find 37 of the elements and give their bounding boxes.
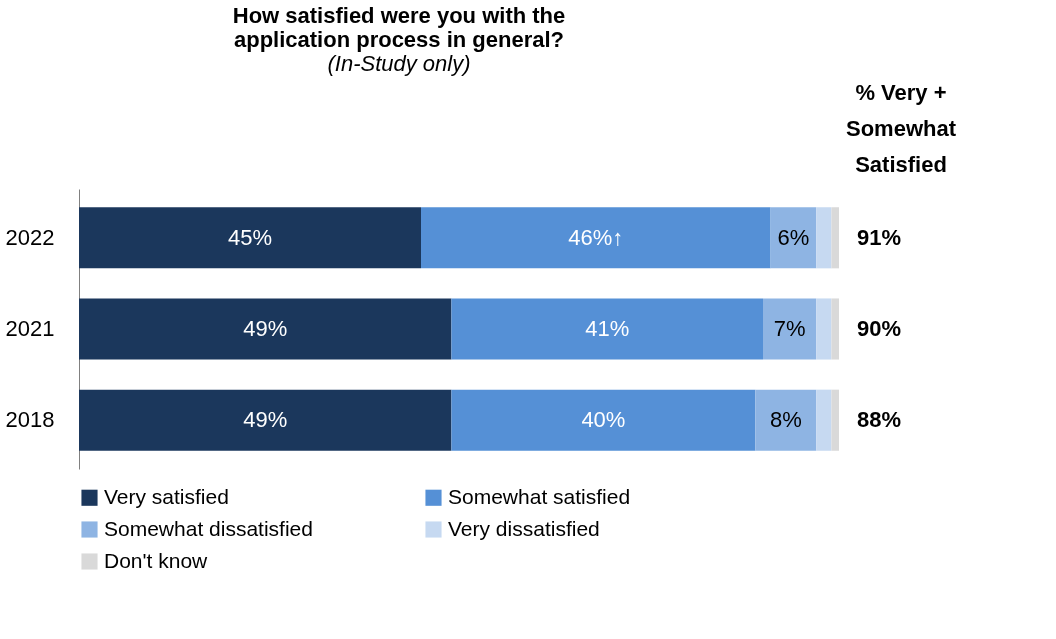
- bar: [816, 298, 832, 360]
- chart-title: How satisfied were you with the application process in general?: [232, 3, 566, 52]
- data-label: 6%: [777, 224, 810, 250]
- data-label: 7%: [773, 316, 806, 341]
- bar: [451, 389, 756, 451]
- bar: [755, 389, 817, 451]
- legend-label: Somewhat satisfied: [448, 484, 631, 508]
- y-tick-label: 2021: [5, 316, 55, 341]
- bar: [831, 389, 839, 451]
- legend-label: Somewhat dissatisfied: [104, 516, 313, 540]
- data-label: 49%: [243, 407, 288, 433]
- bar: [79, 298, 452, 360]
- bar: [421, 207, 771, 269]
- bar: [763, 298, 817, 360]
- data-label: 41%: [585, 316, 630, 341]
- chart-subtitle: (In-Study only): [327, 51, 471, 76]
- y-tick-label: 2018: [5, 407, 55, 433]
- data-label: 40%: [581, 407, 626, 433]
- bar: [831, 207, 839, 269]
- legend-label: Don't know: [104, 548, 209, 572]
- data-label: 8%: [769, 407, 802, 433]
- text: 90%: [857, 316, 902, 341]
- bar: [816, 389, 832, 451]
- bar: [831, 298, 839, 360]
- bar: [79, 389, 452, 451]
- data-label: 46%↑: [568, 224, 624, 250]
- data-label: 49%: [243, 316, 288, 341]
- data-label: 45%: [227, 224, 273, 250]
- y-tick-label: 2022: [5, 224, 55, 250]
- bar: [79, 207, 421, 269]
- text: 88%: [857, 407, 902, 433]
- text: 91%: [857, 224, 902, 250]
- legend-label: Very dissatisfied: [448, 516, 600, 540]
- text: % Very + Somewhat Satisfied: [845, 80, 957, 177]
- legend-label: Very satisfied: [104, 484, 229, 508]
- bar: [816, 207, 832, 269]
- bar: [451, 298, 763, 360]
